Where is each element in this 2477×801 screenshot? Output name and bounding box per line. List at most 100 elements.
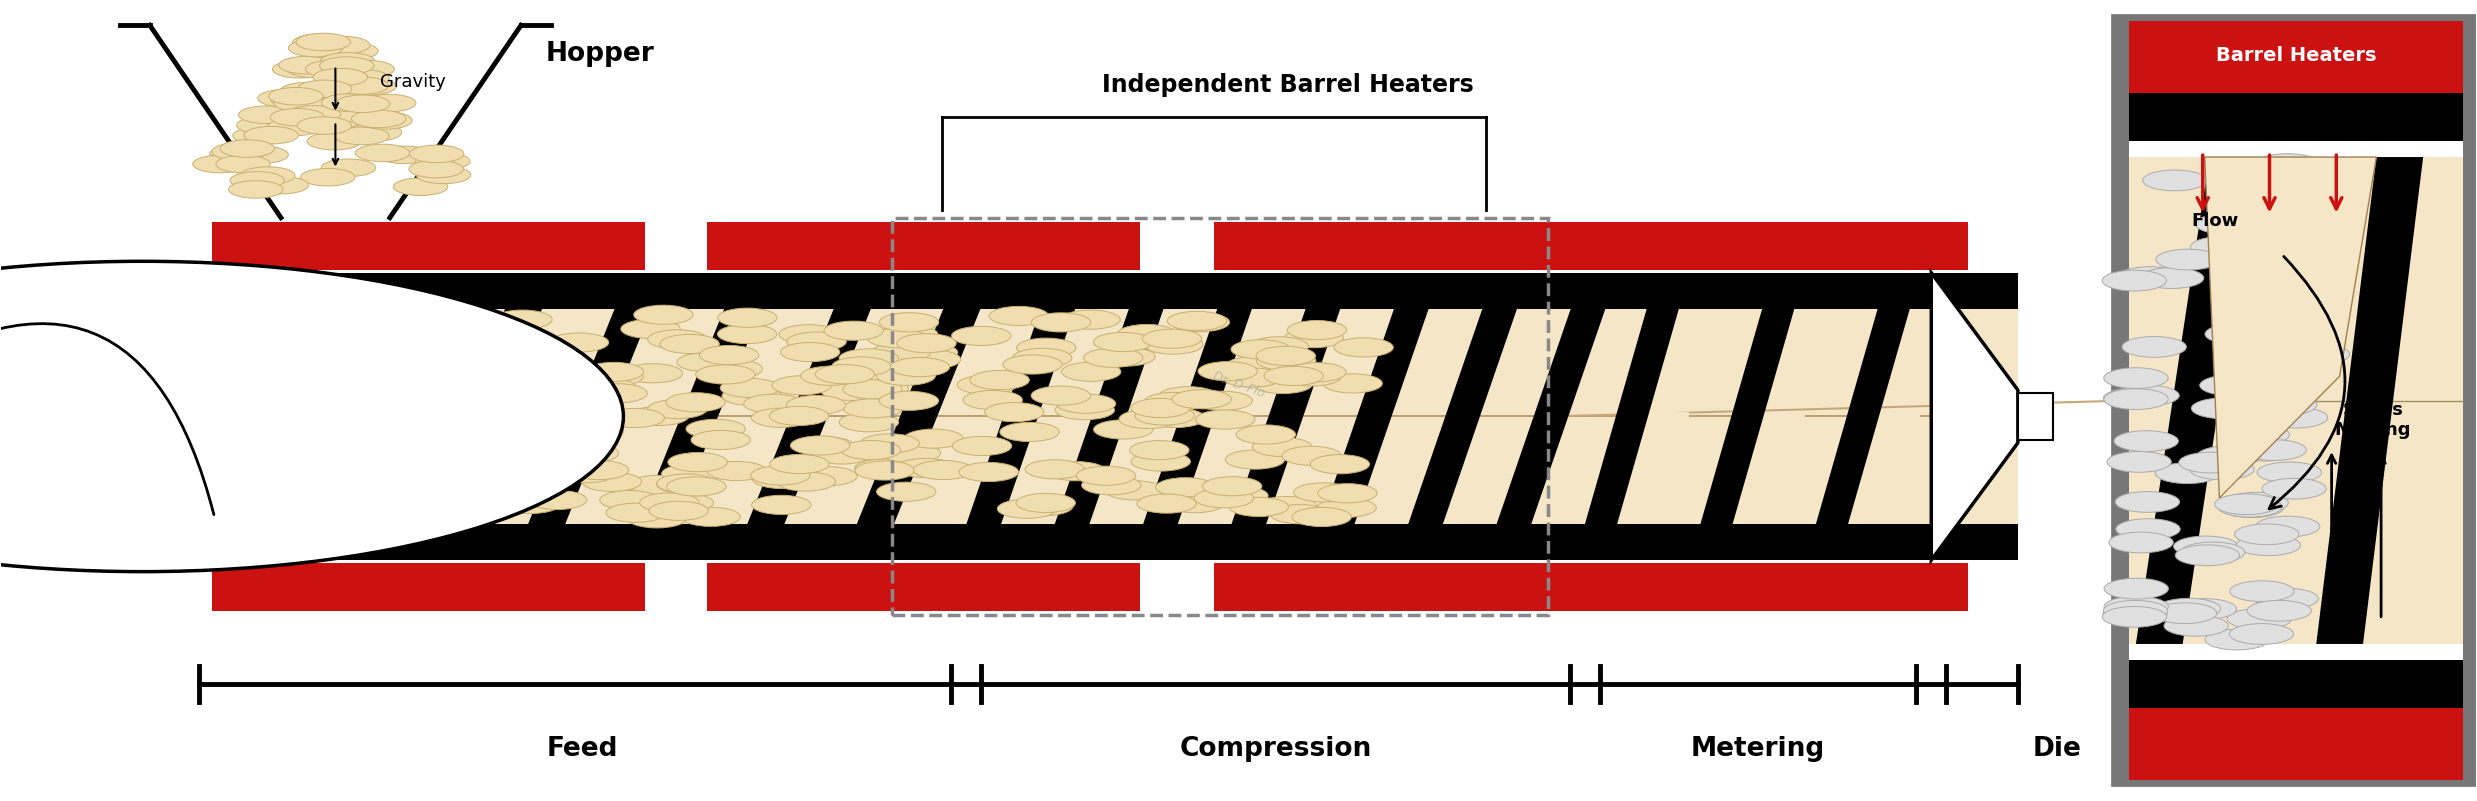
Circle shape: [2234, 373, 2299, 394]
Circle shape: [292, 34, 347, 51]
Circle shape: [850, 379, 909, 398]
Bar: [2130, 644, 2462, 660]
Circle shape: [2237, 535, 2301, 556]
Circle shape: [235, 470, 295, 489]
Circle shape: [312, 68, 367, 86]
Circle shape: [292, 324, 352, 344]
Circle shape: [2165, 615, 2229, 636]
Circle shape: [2264, 186, 2328, 207]
Bar: [1563, 429, 1600, 524]
Circle shape: [877, 366, 936, 385]
Circle shape: [842, 380, 902, 399]
Polygon shape: [1055, 308, 1164, 524]
Circle shape: [607, 503, 666, 522]
Circle shape: [268, 87, 322, 105]
Circle shape: [1253, 437, 1313, 457]
Circle shape: [2108, 532, 2172, 553]
Circle shape: [842, 441, 902, 460]
Circle shape: [381, 505, 441, 525]
Circle shape: [2257, 462, 2321, 483]
Circle shape: [1169, 312, 1229, 332]
Circle shape: [263, 408, 322, 427]
Circle shape: [300, 421, 359, 440]
Circle shape: [840, 413, 899, 432]
Bar: [1214, 563, 1796, 611]
Circle shape: [2153, 603, 2217, 623]
Circle shape: [2286, 344, 2351, 364]
Circle shape: [1310, 455, 1370, 474]
Circle shape: [770, 406, 830, 425]
Circle shape: [2123, 336, 2187, 357]
Circle shape: [840, 348, 899, 368]
Circle shape: [2254, 154, 2318, 175]
Circle shape: [305, 60, 359, 78]
Bar: [186, 273, 2019, 308]
Circle shape: [339, 60, 394, 78]
Circle shape: [899, 343, 959, 362]
Circle shape: [2234, 524, 2299, 545]
Circle shape: [2219, 497, 2284, 517]
Circle shape: [855, 461, 914, 480]
Bar: [2130, 22, 2462, 779]
Circle shape: [463, 454, 523, 473]
Circle shape: [1236, 425, 1295, 444]
Circle shape: [1055, 394, 1115, 413]
Bar: [211, 563, 644, 611]
Polygon shape: [1816, 308, 1910, 524]
Circle shape: [2205, 629, 2269, 650]
Circle shape: [243, 127, 297, 144]
Circle shape: [173, 477, 233, 497]
Circle shape: [181, 318, 240, 337]
Bar: [141, 273, 186, 560]
Circle shape: [1224, 368, 1283, 387]
Circle shape: [2274, 185, 2338, 206]
Circle shape: [964, 390, 1023, 409]
Circle shape: [322, 159, 377, 176]
Circle shape: [320, 53, 374, 70]
Circle shape: [280, 83, 334, 100]
Circle shape: [186, 309, 245, 328]
Bar: [1736, 413, 1806, 524]
Circle shape: [773, 376, 832, 395]
Circle shape: [268, 119, 322, 135]
Circle shape: [307, 132, 362, 150]
Polygon shape: [637, 308, 760, 524]
Circle shape: [334, 95, 389, 112]
Circle shape: [1199, 361, 1258, 380]
Circle shape: [654, 493, 713, 513]
Circle shape: [545, 449, 604, 467]
Circle shape: [322, 74, 377, 91]
Circle shape: [342, 422, 401, 441]
Circle shape: [751, 466, 810, 485]
Circle shape: [2274, 306, 2338, 327]
Bar: [1853, 413, 1920, 524]
Circle shape: [394, 178, 448, 195]
Circle shape: [196, 322, 255, 341]
Circle shape: [1001, 422, 1060, 441]
Circle shape: [334, 70, 389, 87]
Circle shape: [426, 438, 485, 457]
Circle shape: [1164, 493, 1224, 513]
Circle shape: [2140, 268, 2205, 288]
Circle shape: [1130, 441, 1189, 460]
Circle shape: [500, 494, 560, 513]
Circle shape: [404, 403, 463, 422]
Circle shape: [307, 85, 362, 103]
Circle shape: [1226, 356, 1286, 376]
Circle shape: [191, 389, 250, 409]
Circle shape: [1144, 392, 1204, 412]
Circle shape: [879, 312, 939, 332]
Circle shape: [2175, 545, 2239, 566]
Circle shape: [297, 34, 349, 50]
Circle shape: [1229, 497, 1288, 517]
Circle shape: [384, 503, 443, 522]
Circle shape: [2234, 441, 2299, 461]
Circle shape: [565, 422, 624, 441]
Circle shape: [416, 152, 471, 170]
Circle shape: [317, 360, 377, 380]
Circle shape: [2115, 519, 2180, 540]
Circle shape: [2175, 536, 2237, 557]
Polygon shape: [2135, 157, 2257, 644]
Text: Hopper: Hopper: [545, 42, 654, 67]
Circle shape: [2103, 388, 2167, 409]
